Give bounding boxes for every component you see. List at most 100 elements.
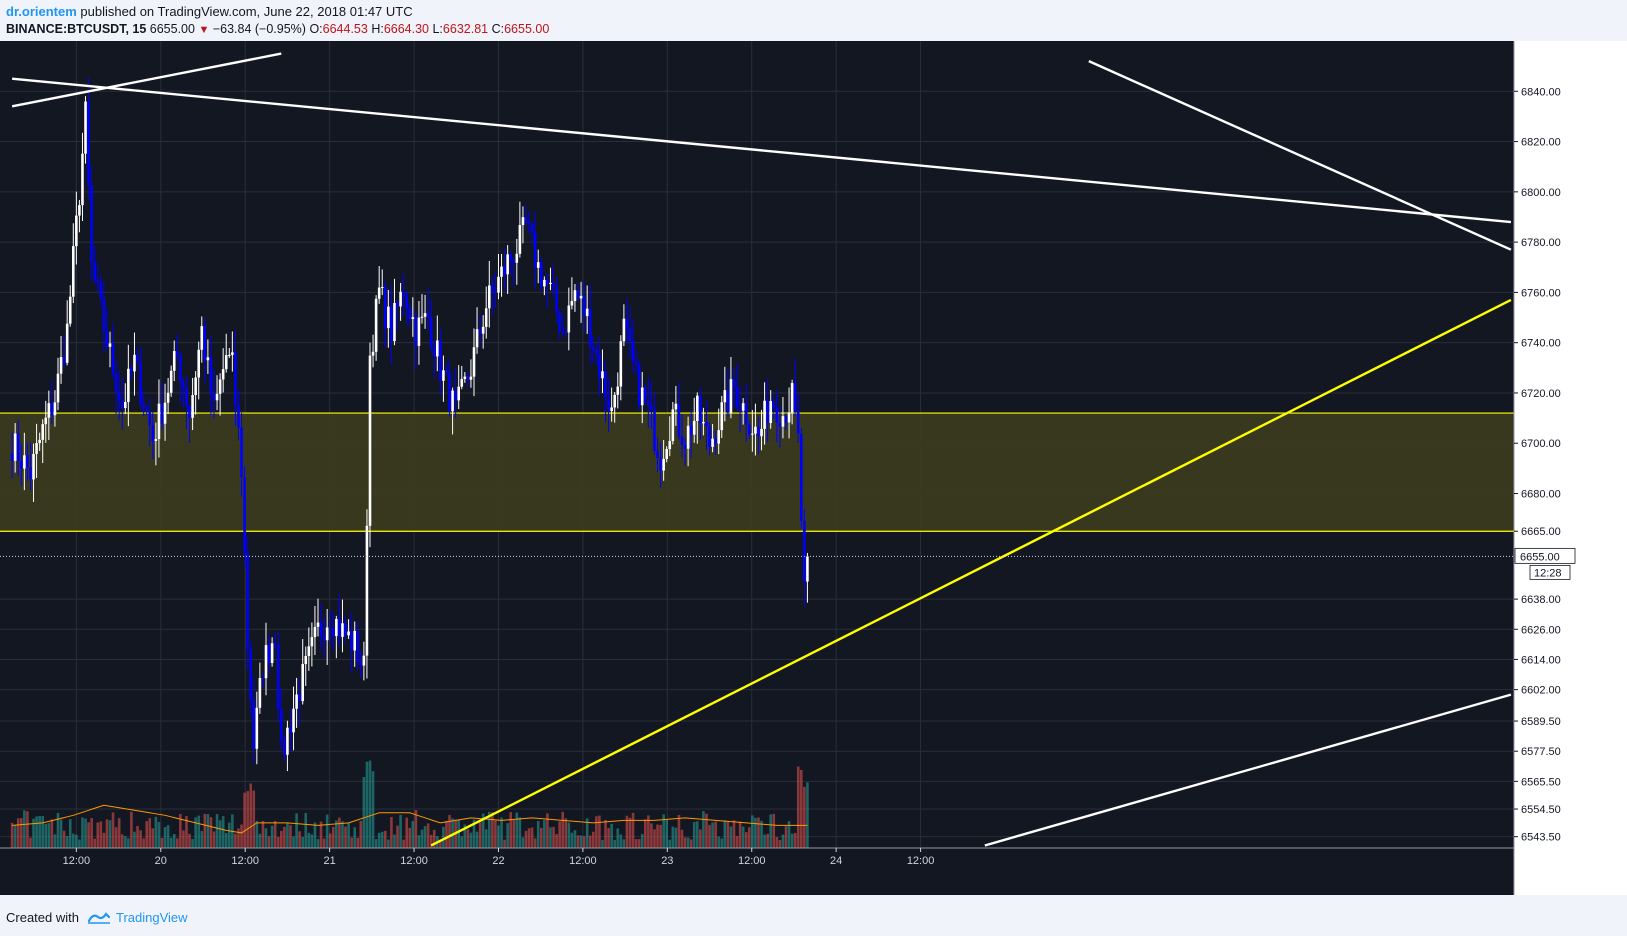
open-label: O:: [309, 22, 323, 36]
volume-bar: [692, 821, 696, 848]
candle-body: [283, 740, 286, 755]
candle-body: [19, 460, 23, 469]
candle-body: [766, 400, 769, 423]
candle-body: [741, 403, 745, 411]
candle-body: [711, 438, 714, 447]
volume-bar: [423, 826, 427, 848]
volume-bar: [769, 814, 773, 848]
candle-body: [631, 340, 635, 362]
volume-bar: [393, 834, 396, 848]
candle-body: [763, 400, 766, 429]
volume-bar: [738, 821, 742, 848]
candle-body: [506, 254, 509, 275]
volume-bar: [175, 838, 179, 848]
candle-body: [59, 357, 63, 374]
candle-body: [558, 311, 561, 332]
volume-bar: [166, 825, 170, 848]
candle-body: [114, 373, 118, 393]
volume-bar: [68, 819, 72, 848]
author-link[interactable]: dr.orientem: [6, 4, 77, 19]
low-value: 6632.81: [442, 22, 489, 36]
volume-bar: [726, 821, 730, 848]
volume-bar: [227, 822, 231, 848]
tradingview-label: TradingView: [115, 910, 188, 925]
candle-body: [503, 266, 506, 275]
volume-bar: [530, 827, 534, 848]
volume-bar: [754, 817, 757, 848]
candle-body: [601, 371, 604, 379]
volume-bar: [411, 821, 415, 848]
candle-body: [442, 370, 445, 381]
candle-body: [738, 407, 742, 411]
open-value: 6644.53: [322, 22, 368, 36]
candle-body: [692, 420, 696, 435]
volume-bar: [390, 816, 393, 848]
volume-bar: [475, 831, 479, 848]
price-tick-label: 6840.00: [1521, 86, 1561, 98]
volume-bar: [133, 831, 136, 848]
candle-body: [13, 433, 17, 461]
volume-bar: [84, 818, 87, 848]
chart-svg[interactable]: 6840.00 6820.00 6800.00 6780.00 6760.00 6740.…: [0, 41, 1627, 895]
volume-bar: [38, 816, 41, 848]
candle-body: [393, 302, 396, 342]
volume-bar: [356, 837, 360, 848]
volume-bar: [796, 766, 800, 848]
candle-body: [689, 425, 693, 435]
candle-body: [399, 291, 402, 307]
candle-body: [307, 646, 311, 656]
candle-body: [708, 426, 711, 447]
candle-body: [75, 215, 78, 247]
candle-body: [799, 433, 803, 521]
volume-bar: [139, 830, 142, 848]
candle-body: [200, 326, 204, 350]
tradingview-link[interactable]: TradingView: [87, 910, 188, 925]
candle-body: [292, 708, 295, 733]
volume-bar: [335, 820, 338, 848]
volume-bar: [616, 828, 620, 848]
volume-bar: [50, 819, 54, 848]
candle-body: [374, 298, 378, 352]
candle-body: [243, 477, 246, 554]
candle-body: [677, 403, 681, 437]
candle-body: [445, 370, 448, 373]
candle-body: [62, 357, 66, 363]
volume-bar: [680, 829, 684, 848]
volume-bar: [35, 816, 38, 848]
price-tick-label: 6780.00: [1521, 237, 1561, 249]
last-price: 6655.00: [149, 22, 195, 36]
candle-body: [793, 383, 797, 411]
volume-bar: [533, 838, 537, 848]
volume-bar: [377, 832, 381, 848]
candle-body: [188, 406, 191, 418]
volume-bar: [766, 833, 769, 848]
published-text: published on TradingView.com, June 22, 2…: [80, 4, 413, 19]
high-value: 6664.30: [383, 22, 429, 36]
price-tick-label: 6800.00: [1521, 187, 1561, 199]
volume-bar: [757, 817, 760, 848]
volume-bar: [246, 791, 249, 848]
volume-bar: [494, 820, 497, 848]
candle-body: [356, 630, 360, 663]
candle-body: [417, 317, 421, 346]
volume-bar: [65, 836, 69, 848]
volume-bar: [460, 836, 464, 848]
candle-body: [613, 394, 617, 408]
volume-bar: [273, 820, 277, 848]
volume-bar: [653, 829, 656, 848]
candle-body: [460, 378, 464, 387]
volume-bar: [552, 826, 555, 848]
time-tick-label: 12:00: [569, 855, 597, 867]
price-tick-label: 6740.00: [1521, 338, 1561, 350]
price-chart[interactable]: 6840.00 6820.00 6800.00 6780.00 6760.00 6740.…: [0, 41, 1627, 895]
candle-body: [359, 662, 363, 666]
trendline-white: [12, 77, 1512, 224]
volume-bar: [350, 837, 353, 848]
candle-body: [705, 422, 708, 427]
candle-body: [328, 627, 332, 630]
candle-body: [197, 349, 201, 378]
price-tick-label: 6820.00: [1521, 137, 1561, 149]
candle-body: [191, 395, 194, 418]
candle-body: [93, 262, 97, 280]
volume-bar: [114, 827, 118, 848]
